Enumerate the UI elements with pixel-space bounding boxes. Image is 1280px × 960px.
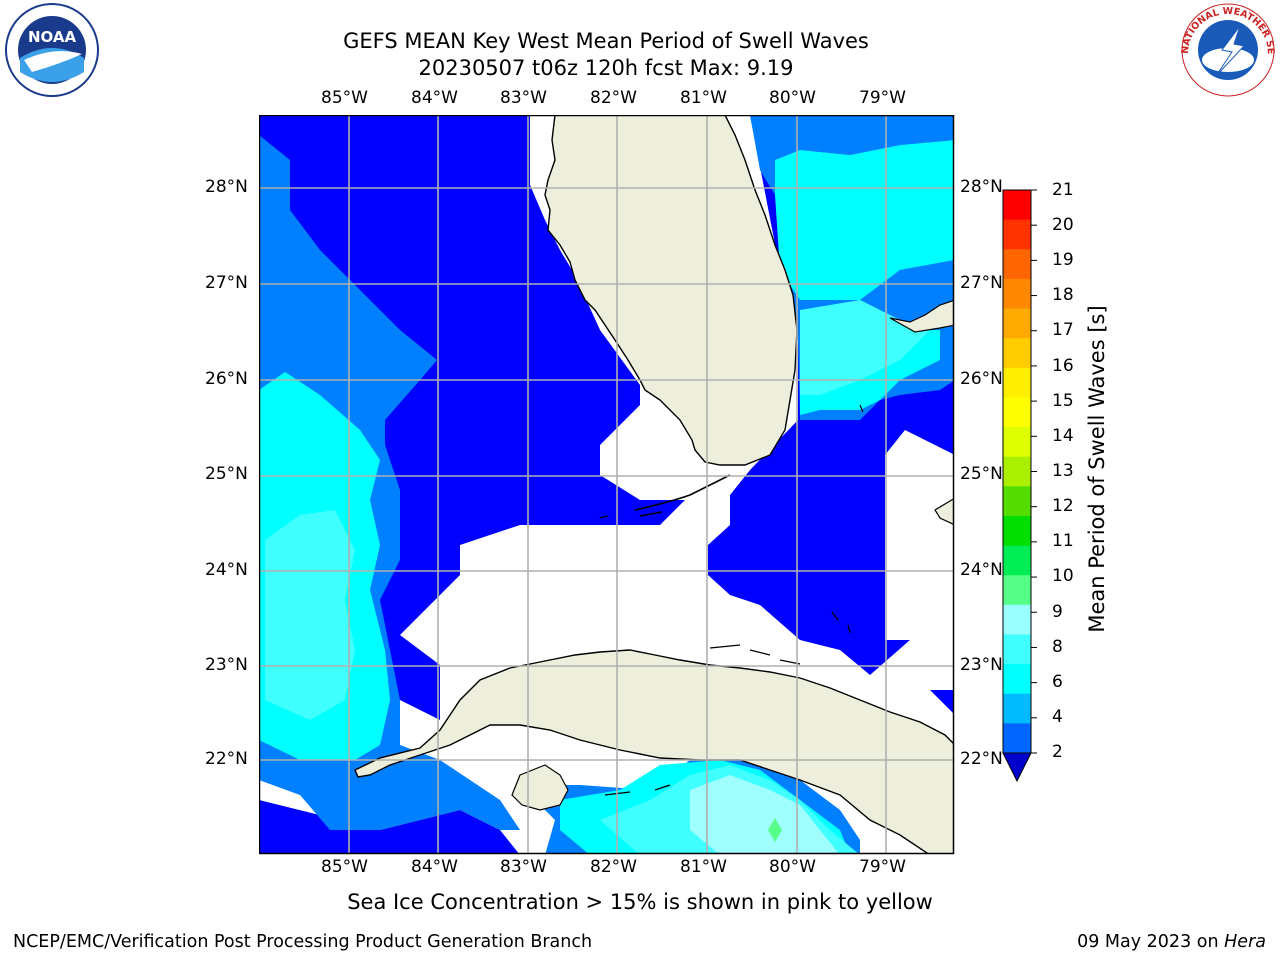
graticule [259, 115, 954, 854]
swell-band-8-9 [768, 818, 782, 842]
florida-keys [634, 474, 731, 511]
colorbar-tick: 21 [1052, 180, 1074, 200]
bahamas-island [831, 404, 864, 634]
lat-label: 22°N [205, 749, 248, 769]
noaa-logo-text: NOAA [28, 28, 77, 46]
swell-band-8-9 [690, 775, 840, 854]
colorbar-segment [1003, 219, 1031, 250]
colorbar-tick: 9 [1052, 602, 1063, 622]
colorbar-segment [1003, 367, 1031, 398]
lat-label: 27°N [205, 273, 248, 293]
lon-label: 84°W [411, 857, 458, 877]
lat-label: 23°N [205, 655, 248, 675]
lon-label: 83°W [500, 88, 547, 108]
colorbar-segment [1003, 545, 1031, 576]
swell-band-7-8 [800, 300, 930, 395]
lon-label: 80°W [769, 857, 816, 877]
colorbar-segment [1003, 575, 1031, 606]
swell-band-2-4 [259, 800, 520, 854]
colorbar-tick: 20 [1052, 215, 1074, 235]
lat-label: 26°N [960, 369, 1003, 389]
map-panel [259, 115, 955, 855]
lon-label: 83°W [500, 857, 547, 877]
swell-band-6-7 [775, 140, 954, 300]
swell-band-7-8 [265, 510, 355, 720]
colorbar-segment [1003, 723, 1031, 754]
cuba-landmass [354, 649, 954, 854]
colorbar-tick: 4 [1052, 707, 1063, 727]
colorbar-segment [1003, 634, 1031, 665]
colorbar-tick: 14 [1052, 426, 1074, 446]
map-frame [259, 115, 955, 855]
colorbar-segment [1003, 397, 1031, 428]
lon-label: 84°W [411, 88, 458, 108]
colorbar-segment [1003, 664, 1031, 695]
cuban-cays [604, 644, 801, 796]
colorbar-tick: 8 [1052, 637, 1063, 657]
sea-ice-note: Sea Ice Concentration > 15% is shown in … [347, 890, 933, 914]
colorbar-segment [1003, 308, 1031, 339]
isla-juventud [511, 764, 569, 811]
colorbar-tick: 19 [1052, 250, 1074, 270]
lat-label: 24°N [960, 560, 1003, 580]
colorbar-segment [1003, 338, 1031, 369]
lon-label: 80°W [769, 88, 816, 108]
colorbar-segment [1003, 693, 1031, 724]
florida-landmass [544, 115, 798, 466]
swell-band-4-6 [750, 115, 954, 195]
footer-branch: NCEP/EMC/Verification Post Processing Pr… [13, 932, 593, 952]
colorbar-label: Mean Period of Swell Waves [s] [1085, 305, 1109, 633]
lon-label: 79°W [859, 857, 906, 877]
colorbar-extend-arrow [1002, 752, 1032, 783]
noaa-logo: NOAA [5, 3, 99, 97]
bahamas-island [889, 299, 954, 333]
colorbar-tick: 2 [1052, 742, 1063, 762]
colorbar-segment [1003, 427, 1031, 458]
colorbar-tick: 16 [1052, 356, 1074, 376]
colorbar-tick: 11 [1052, 531, 1074, 551]
lat-label: 27°N [960, 273, 1003, 293]
lat-label: 28°N [960, 177, 1003, 197]
chart-subtitle: 20230507 t06z 120h fcst Max: 9.19 [418, 56, 794, 80]
lon-label: 85°W [321, 88, 368, 108]
colorbar-tick: 10 [1052, 566, 1074, 586]
nws-logo: NATIONAL WEATHER SERVICE [1178, 2, 1276, 97]
lon-label: 79°W [859, 88, 906, 108]
colorbar [1002, 189, 1037, 783]
lat-label: 26°N [205, 369, 248, 389]
lon-label: 82°W [590, 857, 637, 877]
footer-date: 09 May 2023 on Hera [1077, 932, 1266, 952]
lon-label: 81°W [680, 88, 727, 108]
colorbar-tick: 13 [1052, 461, 1074, 481]
colorbar-segment [1003, 456, 1031, 487]
chart-title: GEFS MEAN Key West Mean Period of Swell … [343, 29, 869, 53]
colorbar-segment [1003, 278, 1031, 310]
lon-label: 81°W [680, 857, 727, 877]
colorbar-segment [1003, 515, 1031, 547]
colorbar-tick: 12 [1052, 496, 1074, 516]
footer-machine: Hera [1224, 932, 1266, 952]
lon-label: 85°W [321, 857, 368, 877]
lat-label: 25°N [960, 464, 1003, 484]
swell-band-2-4 [930, 690, 954, 714]
colorbar-segment [1003, 249, 1031, 280]
lat-label: 23°N [960, 655, 1003, 675]
bahamas-island [934, 497, 954, 526]
colorbar-tick: 15 [1052, 391, 1074, 411]
colorbar-segment [1003, 190, 1031, 221]
colorbar-segment [1003, 486, 1031, 517]
colorbar-segment [1003, 604, 1031, 635]
lat-label: 22°N [960, 749, 1003, 769]
lat-label: 25°N [205, 464, 248, 484]
lat-label: 28°N [205, 177, 248, 197]
lat-label: 24°N [205, 560, 248, 580]
colorbar-tick: 17 [1052, 320, 1074, 340]
colorbar-tick: 6 [1052, 672, 1063, 692]
colorbar-tick: 18 [1052, 285, 1074, 305]
lon-label: 82°W [590, 88, 637, 108]
florida-keys [599, 511, 663, 519]
